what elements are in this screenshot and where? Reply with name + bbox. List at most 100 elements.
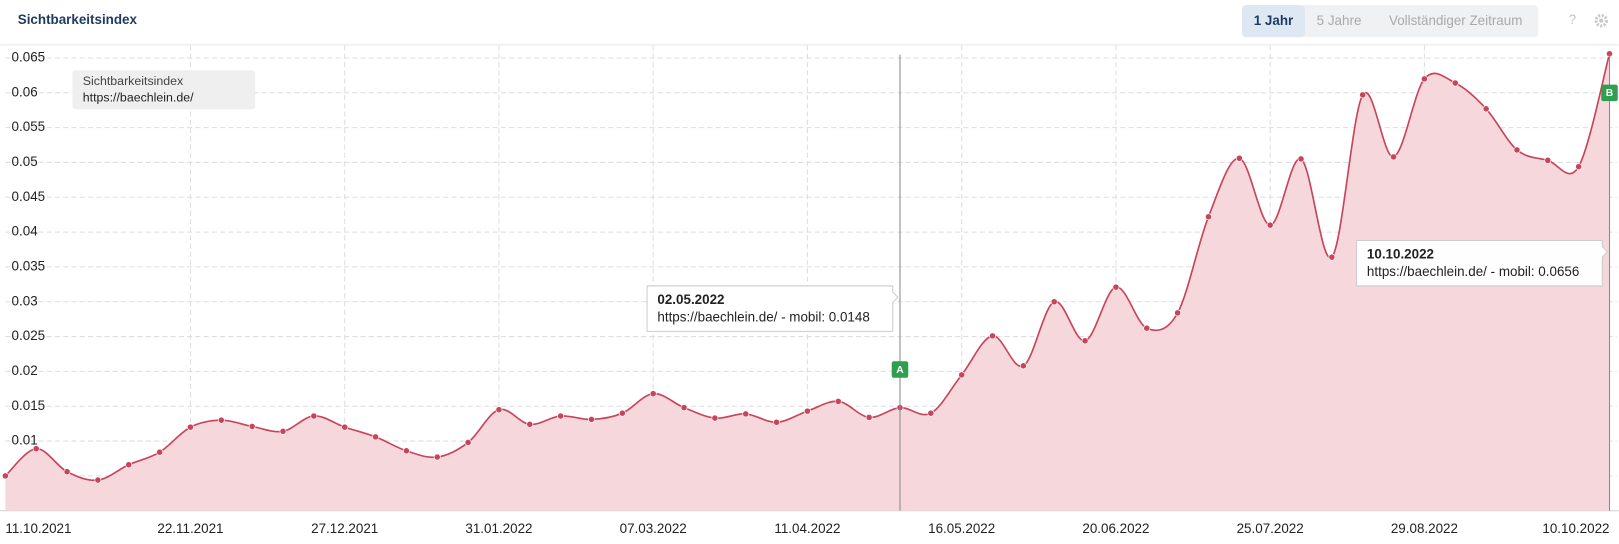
- range-switch: [1242, 5, 1539, 38]
- data-point[interactable]: [1359, 91, 1367, 99]
- gear-teeth: [1594, 13, 1608, 28]
- x-tick-label: 27.12.2021: [311, 521, 378, 536]
- data-point[interactable]: [1328, 253, 1336, 261]
- marker-label[interactable]: B: [1606, 88, 1613, 99]
- data-point[interactable]: [94, 476, 102, 484]
- data-point[interactable]: [310, 412, 318, 420]
- y-tick-label: 0.065: [12, 50, 46, 65]
- data-point[interactable]: [1081, 337, 1089, 345]
- data-point[interactable]: [588, 416, 595, 423]
- tooltip-date: 02.05.2022: [657, 292, 724, 307]
- data-point[interactable]: [1513, 146, 1521, 154]
- gear-hub: [1599, 18, 1604, 23]
- data-point[interactable]: [1544, 156, 1552, 164]
- data-point[interactable]: [711, 414, 719, 422]
- y-tick-label: 0.045: [12, 189, 46, 204]
- data-point[interactable]: [464, 439, 472, 446]
- range-button[interactable]: Vollständiger Zeitraum: [1389, 13, 1522, 28]
- data-point[interactable]: [989, 332, 996, 340]
- x-tick-label: 29.08.2022: [1391, 521, 1458, 536]
- data-point[interactable]: [526, 420, 534, 428]
- data-point[interactable]: [1143, 324, 1151, 332]
- y-tick-label: 0.02: [12, 363, 38, 378]
- x-tick-label: 22.11.2021: [157, 521, 223, 536]
- tooltip-text: https://baechlein.de/ - mobil: 0.0148: [657, 309, 869, 324]
- marker-label[interactable]: A: [896, 365, 904, 376]
- x-tick-label: 16.05.2022: [928, 521, 995, 536]
- data-point[interactable]: [865, 413, 873, 421]
- data-point[interactable]: [402, 447, 410, 455]
- data-point[interactable]: [1235, 154, 1243, 162]
- x-tick-label: 07.03.2022: [620, 521, 687, 536]
- data-point[interactable]: [156, 448, 164, 456]
- data-point[interactable]: [1050, 298, 1058, 306]
- data-point[interactable]: [372, 433, 379, 441]
- y-tick-label: 0.035: [12, 258, 46, 273]
- data-point[interactable]: [834, 397, 842, 405]
- x-tick-label: 11.10.2021: [5, 521, 71, 536]
- data-point[interactable]: [1174, 309, 1182, 317]
- chart-title: Sichtbarkeitsindex: [18, 12, 138, 27]
- range-button-active-bg: [1242, 5, 1305, 38]
- y-tick-label: 0.025: [12, 328, 46, 343]
- data-point[interactable]: [341, 423, 349, 431]
- settings-icon[interactable]: [1594, 13, 1608, 28]
- data-point[interactable]: [1390, 153, 1397, 161]
- data-point[interactable]: [279, 427, 287, 435]
- data-point[interactable]: [248, 423, 256, 430]
- x-tick-label: 20.06.2022: [1082, 521, 1149, 536]
- data-point[interactable]: [1421, 75, 1428, 83]
- legend-entry: https://baechlein.de/: [83, 90, 194, 104]
- data-point[interactable]: [1, 472, 9, 480]
- data-point[interactable]: [1019, 362, 1027, 370]
- data-point[interactable]: [742, 410, 750, 418]
- tooltip-box: [1356, 240, 1609, 287]
- legend-box: [72, 70, 256, 110]
- data-point[interactable]: [495, 406, 503, 414]
- data-point[interactable]: [1205, 213, 1212, 221]
- y-tick-label: 0.04: [12, 224, 39, 239]
- data-point[interactable]: [958, 371, 966, 379]
- data-point[interactable]: [217, 416, 225, 424]
- data-point[interactable]: [1451, 79, 1459, 87]
- tooltip-date: 10.10.2022: [1367, 247, 1434, 262]
- data-point[interactable]: [125, 461, 133, 469]
- data-point[interactable]: [618, 409, 626, 417]
- data-point[interactable]: [649, 390, 657, 398]
- data-point[interactable]: [187, 423, 194, 431]
- data-point[interactable]: [1482, 105, 1490, 113]
- data-point[interactable]: [773, 418, 780, 426]
- range-button[interactable]: 1 Jahr: [1254, 13, 1294, 28]
- data-point[interactable]: [1297, 155, 1305, 163]
- plot-area: 0.0050.010.0150.020.0250.030.0350.040.04…: [0, 45, 1619, 536]
- data-point[interactable]: [63, 468, 71, 476]
- data-point[interactable]: [557, 412, 565, 420]
- legend-title: Sichtbarkeitsindex: [83, 74, 184, 88]
- series-area: [5, 53, 1610, 511]
- tooltip: 02.05.2022 https://baechlein.de/ - mobil:…: [646, 285, 899, 332]
- y-tick-label: 0.03: [12, 293, 38, 308]
- data-point[interactable]: [680, 404, 688, 412]
- x-tick-label: 25.07.2022: [1237, 521, 1304, 536]
- x-tick-label: 10.10.2022: [1542, 521, 1609, 536]
- y-tick-label: 0.06: [12, 84, 38, 99]
- data-point[interactable]: [32, 445, 40, 453]
- y-tick-label: 0.055: [12, 119, 46, 134]
- y-tick-label: 0.05: [12, 154, 38, 169]
- data-point[interactable]: [433, 453, 441, 461]
- data-point[interactable]: [1266, 221, 1274, 229]
- marker-flag[interactable]: [891, 361, 909, 378]
- tooltip-box: [646, 285, 899, 332]
- data-point[interactable]: [804, 407, 811, 415]
- data-point[interactable]: [1575, 163, 1583, 171]
- data-point[interactable]: [927, 409, 935, 417]
- data-point[interactable]: [1112, 283, 1120, 291]
- x-tick-label: 31.01.2022: [465, 521, 532, 536]
- help-icon[interactable]: ?: [1569, 12, 1576, 27]
- y-tick-label: 0.015: [12, 398, 46, 413]
- marker-flag[interactable]: [1601, 84, 1618, 102]
- tooltip: 10.10.2022 https://baechlein.de/ - mobil:…: [1356, 240, 1609, 287]
- range-button[interactable]: 5 Jahre: [1317, 13, 1362, 28]
